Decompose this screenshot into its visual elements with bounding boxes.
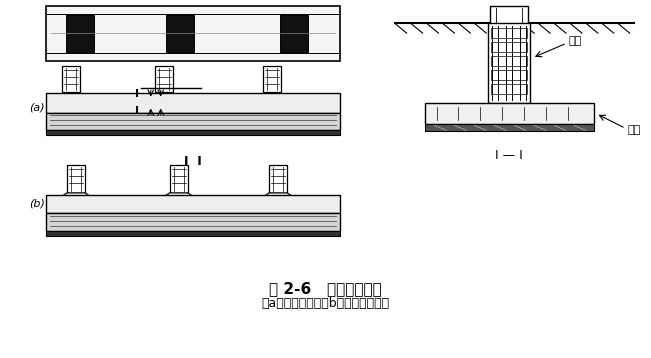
Bar	[66, 15, 94, 52]
Bar	[62, 66, 80, 92]
Polygon shape	[258, 193, 298, 200]
Bar	[155, 66, 173, 92]
Polygon shape	[159, 193, 199, 200]
Bar	[46, 213, 340, 231]
Bar	[166, 15, 193, 52]
Text: （a）等截面的；（b）柱位处加腋的: （a）等截面的；（b）柱位处加腋的	[261, 297, 389, 310]
Bar	[492, 84, 527, 94]
Bar	[424, 125, 594, 131]
Bar	[67, 165, 85, 193]
Text: (a): (a)	[29, 102, 45, 112]
Bar	[263, 66, 281, 92]
Text: I  I: I I	[184, 155, 201, 168]
Bar	[424, 103, 594, 125]
Text: 肋梁: 肋梁	[569, 36, 582, 46]
Text: 图 2-6   柱下条形基础: 图 2-6 柱下条形基础	[269, 281, 381, 296]
Text: (b): (b)	[29, 199, 45, 209]
Bar	[270, 165, 287, 193]
Bar	[492, 70, 527, 80]
Bar	[492, 28, 527, 38]
Bar	[490, 6, 528, 25]
Bar	[280, 15, 308, 52]
Bar	[492, 42, 527, 52]
Polygon shape	[56, 193, 96, 200]
Bar	[170, 165, 187, 193]
Text: 翼板: 翼板	[628, 125, 641, 135]
Bar	[492, 56, 527, 66]
Text: I: I	[135, 106, 139, 116]
Bar	[46, 195, 340, 213]
Bar	[46, 93, 340, 112]
Bar	[46, 6, 340, 61]
Bar	[488, 23, 530, 103]
Bar	[46, 231, 340, 236]
Bar	[46, 130, 340, 135]
Bar	[46, 112, 340, 130]
Text: I: I	[135, 89, 139, 99]
Text: I — I: I — I	[495, 149, 523, 162]
